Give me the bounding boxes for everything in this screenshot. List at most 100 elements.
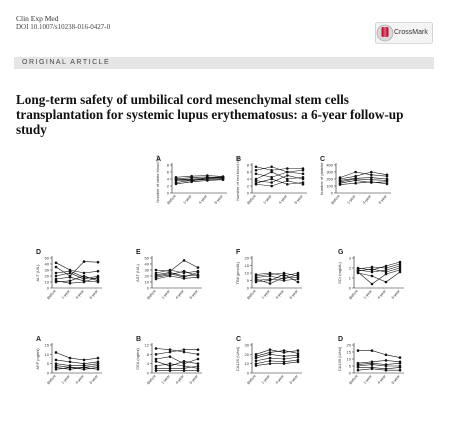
series-line-7: [255, 180, 304, 187]
x-tick-label: 4-year: [175, 289, 185, 300]
y-tick-label: 100: [326, 184, 333, 189]
data-point: [282, 351, 286, 354]
data-point: [398, 262, 402, 266]
series-line-6: [175, 176, 224, 182]
series-line-1: [55, 352, 99, 361]
data-point: [196, 266, 200, 269]
series-line-4: [255, 356, 299, 362]
y-tick-label: 10: [245, 271, 250, 276]
data-point: [154, 360, 158, 363]
data-point: [296, 353, 300, 357]
x-tick-label: 4-year: [75, 374, 85, 385]
data-point: [68, 269, 72, 273]
data-point: [182, 362, 186, 365]
y-axis-label: Number of red blood cell: [235, 157, 240, 201]
series-line-1: [358, 350, 401, 358]
data-point: [370, 170, 373, 174]
data-point: [54, 279, 58, 283]
crossmark-logo[interactable]: [375, 22, 433, 44]
data-point: [82, 280, 86, 284]
series-line-2: [255, 350, 299, 357]
series-line-5: [55, 276, 99, 283]
data-point: [82, 366, 86, 369]
y-tick-label: 10: [347, 357, 352, 362]
data-point: [182, 259, 186, 262]
series-line-2: [255, 166, 304, 175]
y-tick-label: 6: [247, 170, 250, 175]
x-tick-label: 1-year: [363, 289, 373, 300]
x-tick-label: 1-year: [346, 194, 356, 205]
x-tick-label: 6-year: [294, 194, 304, 205]
y-tick-label: 2: [167, 184, 170, 189]
series-line-4: [357, 267, 401, 273]
data-point: [54, 364, 58, 367]
data-point: [254, 362, 258, 365]
data-point: [196, 353, 200, 356]
data-point: [168, 355, 172, 358]
y-tick-label: 400: [326, 163, 333, 168]
x-tick-label: Before: [167, 194, 177, 205]
x-tick-label: 6-year: [391, 374, 401, 385]
panel-letter: A: [36, 336, 41, 343]
data-point: [68, 275, 72, 279]
y-tick-label: 8: [247, 163, 250, 168]
x-tick-label: 6-year: [189, 289, 199, 300]
data-point: [96, 367, 100, 371]
chart-panel-10: C 0 10 20 30 CA125 (U/ml) Before 1-year 4-year 6-…: [235, 336, 302, 385]
data-point: [154, 367, 158, 370]
series-line-3: [255, 169, 304, 178]
y-tick-label: 20: [145, 274, 150, 279]
panel-letter: E: [136, 249, 141, 256]
data-point: [68, 271, 72, 275]
data-point: [356, 368, 360, 372]
y-tick-label: 8: [167, 163, 170, 168]
data-point: [384, 359, 388, 362]
data-point: [356, 271, 360, 275]
y-tick-label: 15: [45, 343, 50, 348]
series-line-6: [255, 178, 304, 185]
y-tick-label: 0: [331, 191, 334, 196]
data-point: [168, 362, 172, 365]
data-point: [301, 177, 305, 181]
data-point: [54, 261, 58, 265]
data-point: [286, 179, 289, 183]
data-point: [96, 362, 100, 365]
y-tick-label: 40: [45, 262, 50, 267]
data-point: [168, 350, 172, 354]
series-line-6: [357, 271, 401, 283]
series-line-3: [55, 270, 99, 280]
data-point: [196, 357, 200, 361]
data-point: [154, 268, 158, 272]
series-line-5: [255, 175, 304, 183]
data-point: [268, 356, 272, 360]
data-point: [68, 364, 72, 367]
data-point: [154, 364, 158, 368]
data-point: [296, 360, 300, 364]
data-point: [82, 274, 86, 278]
data-point: [286, 174, 289, 177]
panel-letter: B: [136, 336, 141, 343]
chart-panel-8: A 0 5 10 15 AFP (ng/ml) Before 1-year 4-year 6-ye…: [35, 336, 102, 385]
y-tick-label: 0: [47, 286, 50, 291]
series-line-3: [339, 177, 388, 181]
panel-letter: B: [236, 156, 241, 163]
data-point: [182, 277, 186, 280]
data-point: [82, 260, 86, 263]
y-axis-label: TBil (μmol/L): [235, 261, 240, 284]
y-tick-label: 30: [45, 268, 50, 273]
data-point: [174, 182, 178, 186]
x-tick-label: 1-year: [261, 374, 271, 385]
data-point: [398, 361, 402, 365]
data-point: [54, 367, 58, 371]
article-title: Long-term safety of umbilical cord mesen…: [16, 92, 404, 137]
data-point: [96, 260, 100, 264]
y-axis-label: CA199 (U/ml): [337, 346, 342, 371]
data-point: [270, 184, 273, 188]
x-tick-label: 6-year: [289, 289, 299, 300]
data-point: [282, 276, 286, 279]
section-bar: [14, 57, 434, 69]
x-tick-label: 1-year: [161, 374, 171, 385]
data-point: [301, 168, 305, 172]
series-line-1: [357, 261, 401, 271]
